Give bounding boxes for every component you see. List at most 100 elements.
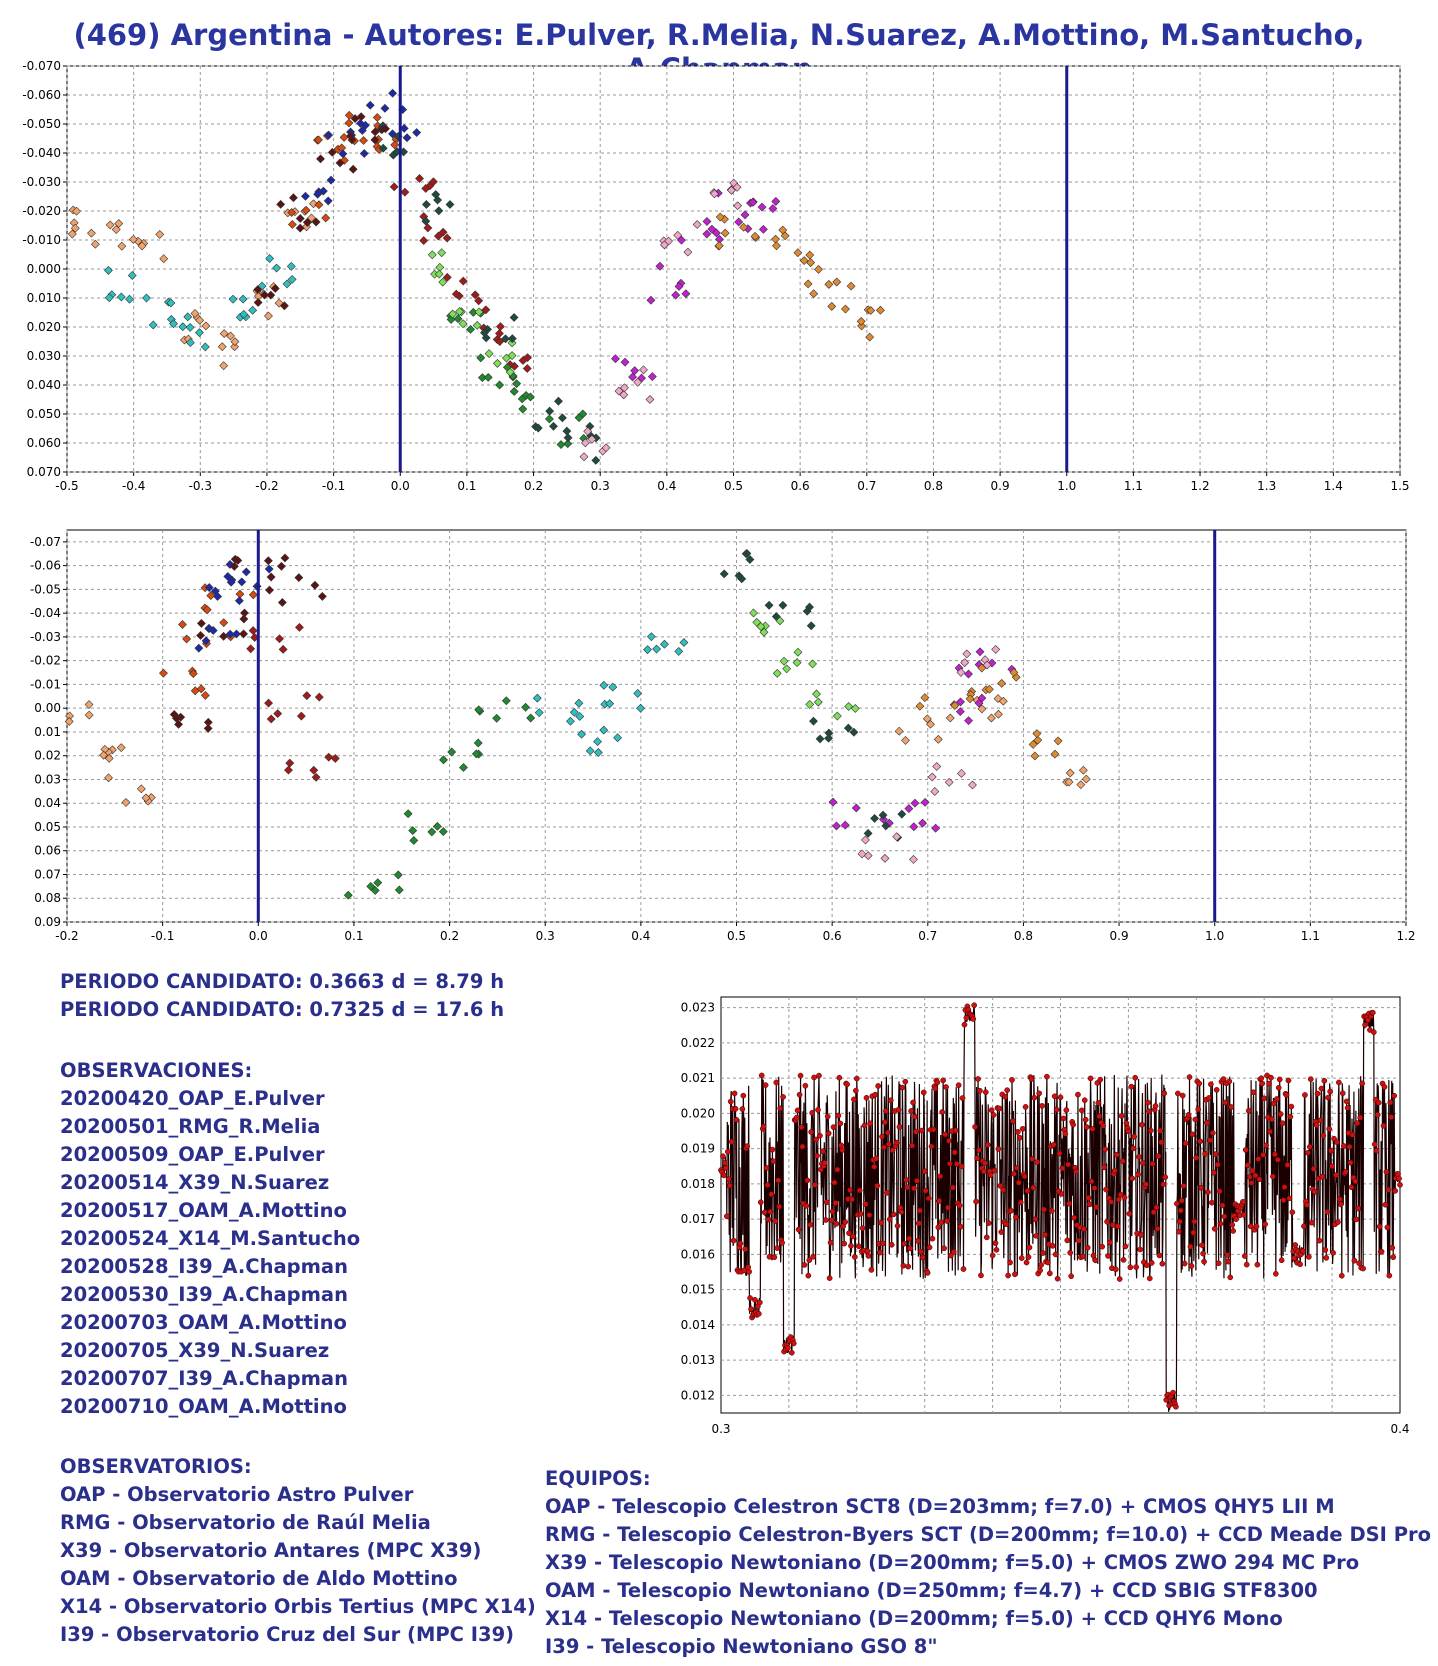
data-point <box>569 707 579 717</box>
data-point <box>945 1204 951 1211</box>
list-item: 20200420_OAP_E.Pulver <box>60 1087 325 1110</box>
data-point <box>155 229 165 239</box>
data-point <box>779 656 789 666</box>
data-point <box>926 1244 933 1251</box>
x-tick-label: 1.1 <box>1301 929 1320 943</box>
data-point <box>127 271 137 280</box>
data-point <box>750 231 760 241</box>
data-point <box>182 634 192 644</box>
data-point <box>764 1182 771 1188</box>
data-point <box>909 1142 915 1149</box>
data-point <box>769 1146 776 1153</box>
data-point <box>772 241 781 251</box>
data-point <box>442 233 452 243</box>
data-point <box>757 1199 764 1206</box>
data-point <box>415 174 424 183</box>
data-point <box>881 821 891 831</box>
y-tick-label: 0.021 <box>681 1071 715 1085</box>
data-point <box>1317 1117 1324 1124</box>
data-point <box>1075 1091 1081 1098</box>
data-point <box>599 680 609 690</box>
data-point <box>1228 1104 1235 1110</box>
data-point <box>1244 1162 1251 1169</box>
data-point <box>861 835 870 845</box>
data-point <box>1211 1225 1218 1232</box>
data-point <box>1375 1099 1382 1106</box>
data-point <box>1284 1162 1291 1168</box>
data-point <box>1100 1122 1107 1129</box>
data-point <box>448 309 458 319</box>
data-point <box>920 693 930 703</box>
y-tick-label: 0.010 <box>27 291 61 305</box>
data-point <box>1045 1259 1051 1266</box>
data-point <box>1397 1181 1403 1188</box>
data-point <box>1052 1251 1059 1258</box>
data-point <box>834 1166 841 1173</box>
data-point <box>574 698 584 708</box>
data-point <box>1135 1171 1141 1178</box>
lightcurve-chart-top: -0.5 -0.4 -0.3 -0.2 -0.1 0.0 0.1 0.2 0.3 0.4 0.5 0.… <box>22 59 1409 493</box>
data-point <box>1102 1146 1108 1153</box>
data-point <box>947 1160 953 1167</box>
data-point <box>518 404 528 414</box>
data-point <box>296 711 306 721</box>
data-point <box>309 765 319 775</box>
y-tick-label: 0.02 <box>34 749 61 763</box>
data-point <box>910 1099 916 1106</box>
data-point <box>813 697 823 707</box>
data-point <box>953 1161 960 1167</box>
data-point <box>924 1270 931 1276</box>
data-point <box>620 383 629 393</box>
data-point <box>1090 1252 1097 1259</box>
data-point <box>183 312 193 322</box>
data-point <box>1060 1115 1067 1122</box>
data-point <box>412 128 422 137</box>
data-point <box>1219 1202 1226 1209</box>
data-point <box>1150 1209 1157 1216</box>
data-point <box>829 1208 836 1215</box>
data-point <box>801 1262 808 1268</box>
data-point <box>720 1153 726 1160</box>
data-point <box>1245 1107 1252 1114</box>
data-point <box>946 1137 952 1144</box>
data-point <box>824 1113 831 1120</box>
data-point <box>1320 1132 1327 1139</box>
data-point <box>1342 1168 1349 1175</box>
data-point <box>185 338 195 348</box>
x-tick-label: 0.8 <box>924 479 943 493</box>
data-point <box>234 596 244 606</box>
data-point <box>1177 1207 1184 1214</box>
data-point <box>723 1165 729 1171</box>
data-point <box>438 827 448 836</box>
data-point <box>1178 1197 1185 1204</box>
list-item: 20200707_I39_A.Chapman <box>60 1367 348 1390</box>
data-point <box>1305 1254 1312 1260</box>
data-point <box>984 1141 991 1148</box>
data-point <box>1365 1017 1371 1023</box>
data-point <box>1144 1099 1151 1106</box>
data-point <box>870 813 880 823</box>
data-point <box>809 716 818 726</box>
data-point <box>194 643 204 653</box>
data-point <box>1188 1263 1195 1269</box>
data-point <box>302 691 312 701</box>
data-point <box>918 1127 925 1134</box>
data-point <box>1024 1187 1031 1194</box>
data-point <box>287 208 297 217</box>
data-point <box>549 421 558 431</box>
data-point <box>740 210 750 220</box>
data-point <box>438 227 448 237</box>
data-point <box>883 1108 889 1114</box>
data-point <box>865 332 875 342</box>
data-point <box>1254 1261 1261 1268</box>
data-point <box>311 217 321 227</box>
list-item: I39 - Observatorio Cruz del Sur (MPC I39… <box>60 1623 515 1646</box>
data-point <box>1146 1275 1153 1282</box>
data-point <box>752 1296 758 1303</box>
data-point <box>226 331 235 341</box>
list-item: X39 - Telescopio Newtoniano (D=200mm; f=… <box>545 1551 1360 1574</box>
data-point <box>483 372 493 382</box>
data-point <box>1093 1204 1100 1211</box>
data-point <box>1288 1103 1295 1110</box>
data-point <box>208 626 218 635</box>
